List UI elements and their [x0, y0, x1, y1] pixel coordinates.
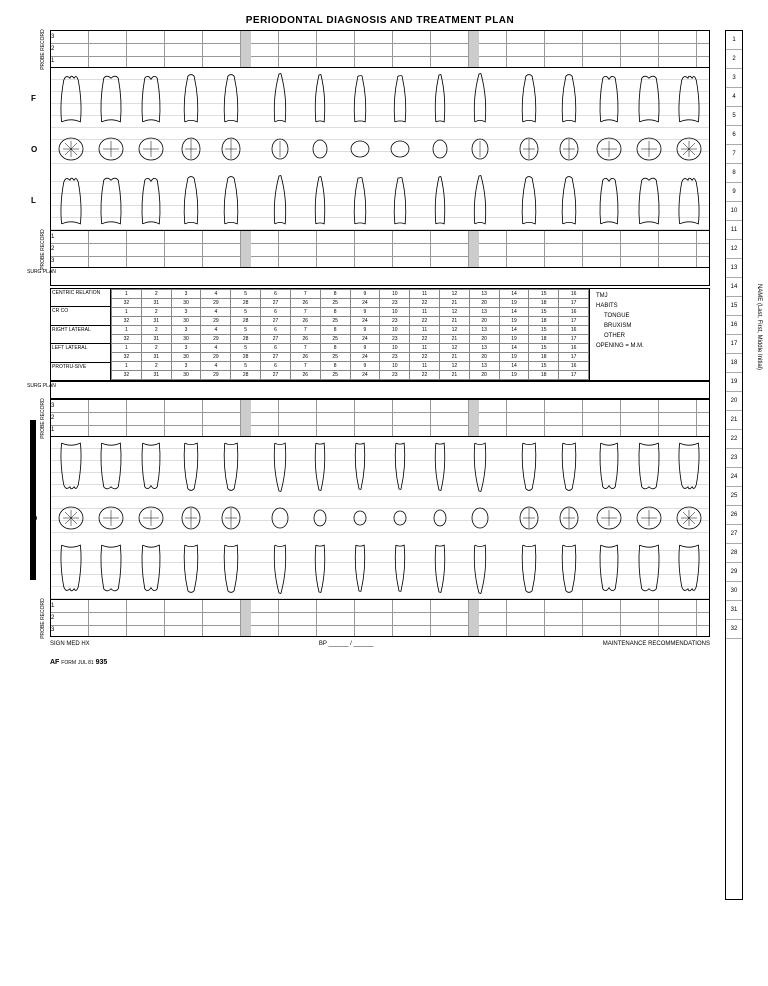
tooth-7f [300, 71, 339, 125]
lower-tooth-block: F O [50, 437, 710, 599]
adj-row-labels: CENTRIC RELATION CR CO RIGHT LATERAL LEF… [51, 289, 111, 380]
adj-right-col: TMJ HABITS TONGUE BRUXISM OTHER OPENING … [589, 289, 709, 380]
tooth-1f [51, 71, 90, 125]
tooth-8f [340, 71, 379, 125]
tooth-2f [91, 71, 130, 125]
surg-plan-mid: SURG PLAN [50, 381, 710, 399]
tooth-14f [590, 71, 629, 125]
lower-o-row: O [51, 497, 709, 539]
form-page: PERIODONTAL DIAGNOSIS AND TREATMENT PLAN… [50, 15, 710, 666]
binding-strip [30, 420, 36, 580]
upper-l-row: L [51, 170, 709, 230]
probe-label: PROBE RECORD [31, 31, 49, 67]
form-number: AF FORM JUL 81 935 [50, 659, 710, 666]
upper-tooth-block: F O [50, 68, 710, 230]
surg-plan-upper: SURG PLAN [50, 268, 710, 286]
tooth-13f [550, 71, 589, 125]
right-number-col: 1234567891011121314151617181920212223242… [725, 30, 743, 900]
upper-probe-grid: PROBE RECORD 3 2 1 [50, 30, 710, 68]
upper-f-row: F [51, 68, 709, 128]
adjustment-block: CENTRIC RELATION CR CO RIGHT LATERAL LEF… [50, 288, 710, 381]
lower-probe-grid: PROBE RECORD 3 2 1 [50, 399, 710, 437]
footer-row: SIGN MED HX BP ______ / ______ MAINTENAN… [50, 641, 710, 647]
upper-o-row: O [51, 128, 709, 170]
lower-probe-grid-2: PROBE RECORD 1 2 3 [50, 599, 710, 637]
tooth-15f [630, 71, 669, 125]
adj-table: 1234567891011121314151632313029282726252… [111, 289, 589, 380]
tooth-6f [260, 71, 299, 125]
side-name-label: NAME (Last, First, Middle Initial) [756, 284, 762, 370]
tooth-11f [461, 71, 500, 125]
lower-f-row: F [51, 437, 709, 497]
tooth-16f [670, 71, 709, 125]
tooth-12f [510, 71, 549, 125]
tooth-5f [211, 71, 250, 125]
page-title: PERIODONTAL DIAGNOSIS AND TREATMENT PLAN [50, 15, 710, 26]
tooth-10f [421, 71, 460, 125]
upper-probe-grid-2: PROBE RECORD 1 2 3 [50, 230, 710, 268]
tooth-9f [381, 71, 420, 125]
tooth-4f [171, 71, 210, 125]
lower-l-row: L [51, 539, 709, 599]
tooth-3f [131, 71, 170, 125]
